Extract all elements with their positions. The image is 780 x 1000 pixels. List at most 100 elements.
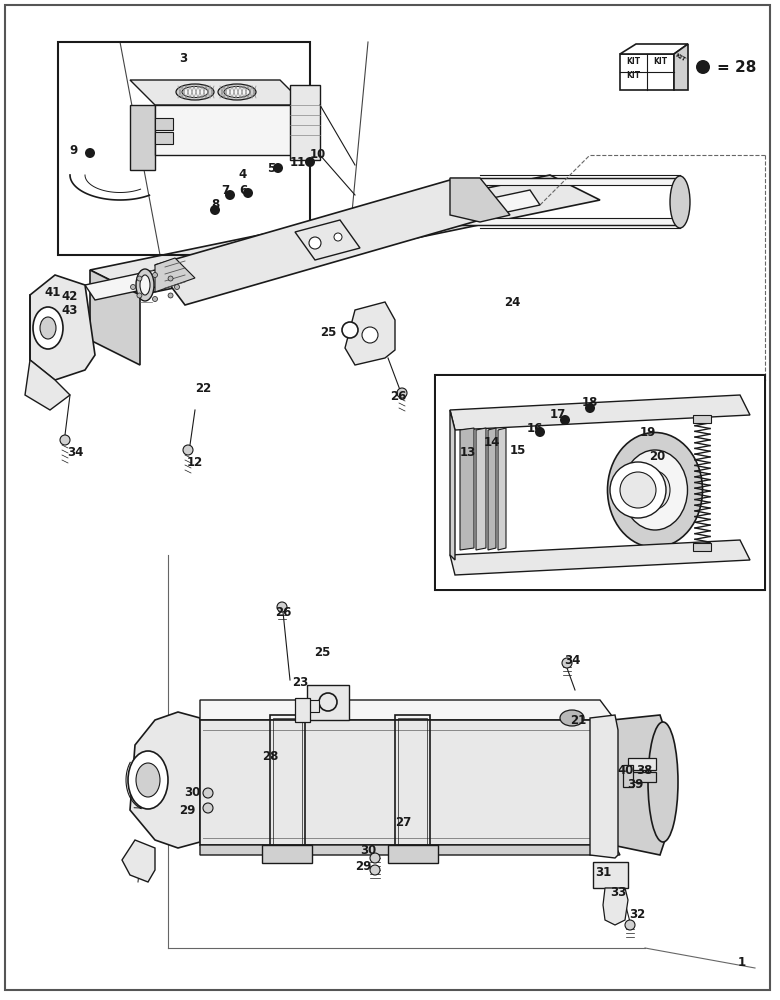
Text: 14: 14 (484, 436, 500, 448)
Bar (307, 700, 319, 712)
Text: 31: 31 (595, 865, 611, 879)
Bar (58, 42, 310, 255)
Circle shape (370, 853, 380, 863)
Text: 33: 33 (610, 886, 626, 898)
Text: 34: 34 (564, 654, 580, 666)
Text: 10: 10 (310, 148, 326, 161)
Bar (295, 698, 310, 722)
Text: 43: 43 (62, 304, 78, 316)
Circle shape (85, 148, 95, 158)
Circle shape (560, 415, 570, 425)
Ellipse shape (622, 450, 687, 530)
Circle shape (203, 803, 213, 813)
Ellipse shape (128, 751, 168, 809)
Circle shape (183, 445, 193, 455)
Circle shape (210, 205, 220, 215)
Circle shape (168, 276, 173, 281)
Polygon shape (450, 218, 680, 225)
Bar (290, 85, 320, 160)
Polygon shape (130, 80, 305, 105)
Polygon shape (30, 275, 95, 380)
Circle shape (153, 296, 158, 302)
Polygon shape (130, 712, 200, 848)
Bar (273, 718, 302, 852)
Text: 29: 29 (355, 860, 371, 874)
Polygon shape (155, 180, 480, 305)
Polygon shape (620, 44, 688, 54)
Bar (270, 715, 305, 855)
Bar (398, 718, 427, 852)
Ellipse shape (218, 84, 256, 100)
Polygon shape (295, 220, 360, 260)
Ellipse shape (140, 275, 150, 295)
Bar (628, 772, 656, 782)
Text: KIT: KIT (626, 57, 640, 66)
Text: 6: 6 (239, 184, 247, 196)
Text: = 28: = 28 (717, 60, 757, 75)
Circle shape (243, 188, 253, 198)
Ellipse shape (176, 84, 214, 100)
Text: 27: 27 (395, 816, 411, 830)
Text: 28: 28 (262, 750, 278, 764)
Text: 29: 29 (179, 804, 195, 816)
Circle shape (562, 658, 572, 668)
Circle shape (153, 272, 158, 277)
Text: 24: 24 (504, 296, 520, 308)
Ellipse shape (136, 763, 160, 797)
Polygon shape (488, 428, 496, 550)
Ellipse shape (670, 176, 690, 228)
Circle shape (225, 190, 235, 200)
Bar (262, 845, 312, 863)
Text: 42: 42 (62, 290, 78, 304)
Polygon shape (603, 888, 628, 925)
Ellipse shape (33, 307, 63, 349)
Text: 32: 32 (629, 908, 645, 922)
Ellipse shape (182, 87, 208, 98)
Polygon shape (450, 395, 750, 430)
Ellipse shape (40, 317, 56, 339)
Polygon shape (345, 302, 395, 365)
Text: 12: 12 (187, 456, 203, 468)
Text: 16: 16 (526, 422, 543, 434)
Circle shape (342, 322, 358, 338)
Text: 23: 23 (292, 676, 308, 688)
Text: 30: 30 (184, 786, 200, 800)
Ellipse shape (224, 87, 250, 98)
Circle shape (362, 327, 378, 343)
Polygon shape (122, 840, 155, 882)
Circle shape (585, 403, 595, 413)
Circle shape (696, 60, 710, 74)
Bar (395, 715, 430, 855)
Polygon shape (155, 258, 195, 292)
Text: 15: 15 (510, 444, 526, 456)
Text: 17: 17 (550, 408, 566, 422)
Bar (623, 765, 633, 787)
Polygon shape (498, 428, 506, 550)
Text: 40: 40 (618, 764, 634, 776)
Text: 9: 9 (69, 143, 77, 156)
Polygon shape (155, 105, 305, 155)
Bar (388, 845, 438, 863)
Circle shape (309, 237, 321, 249)
Text: 3: 3 (179, 51, 187, 64)
Text: 38: 38 (636, 764, 652, 776)
Text: 22: 22 (195, 381, 211, 394)
Circle shape (334, 233, 342, 241)
Polygon shape (450, 178, 680, 185)
Polygon shape (200, 720, 615, 845)
Ellipse shape (640, 471, 670, 509)
Text: 7: 7 (221, 184, 229, 196)
Circle shape (535, 427, 545, 437)
Text: 30: 30 (360, 844, 376, 856)
Ellipse shape (136, 269, 154, 301)
Circle shape (137, 276, 142, 281)
Polygon shape (612, 715, 665, 855)
Circle shape (203, 788, 213, 798)
Bar (620, 54, 674, 90)
Circle shape (277, 602, 287, 612)
Bar (436, 376, 764, 589)
Circle shape (60, 435, 70, 445)
Polygon shape (476, 428, 486, 550)
Bar (628, 758, 656, 770)
Circle shape (273, 163, 283, 173)
